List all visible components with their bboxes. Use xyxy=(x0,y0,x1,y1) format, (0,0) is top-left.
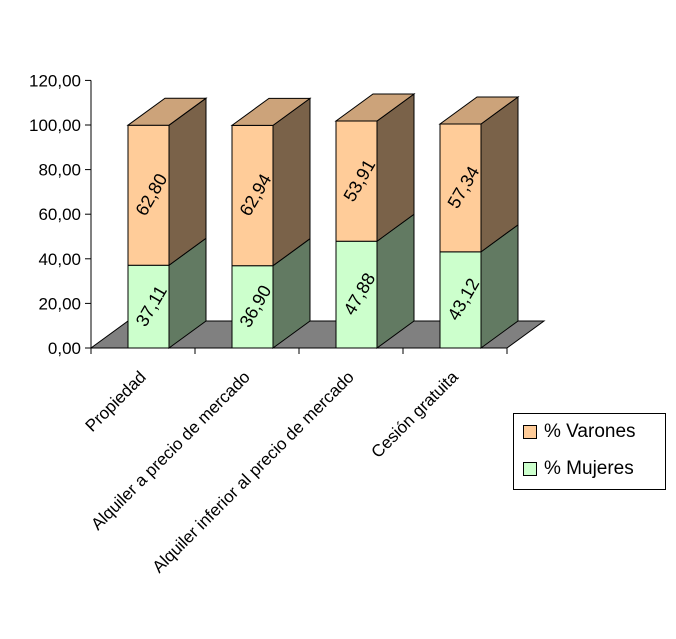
y-tick-label: 120,00 xyxy=(29,71,81,90)
legend-label-mujeres: % Mujeres xyxy=(544,458,634,479)
category-label: Cesión gratuita xyxy=(368,367,463,462)
y-tick-label: 80,00 xyxy=(38,161,81,180)
y-tick-label: 60,00 xyxy=(38,205,81,224)
legend-swatch-varones xyxy=(523,425,537,439)
legend-swatch-mujeres xyxy=(523,462,537,476)
legend-label-varones: % Varones xyxy=(544,421,636,442)
bar-mujeres xyxy=(439,251,482,349)
bar-varones xyxy=(127,124,170,266)
bar-side-varones xyxy=(272,97,311,267)
bar-top-varones xyxy=(438,96,520,125)
y-tick-label: 100,00 xyxy=(29,116,81,135)
bar-top-varones xyxy=(334,93,416,122)
bar-side-varones xyxy=(168,97,207,267)
y-tick-label: 20,00 xyxy=(38,294,81,313)
bar-varones xyxy=(335,120,378,242)
bar-top-varones xyxy=(126,97,208,126)
bar-mujeres xyxy=(127,264,170,349)
y-tick-label: 40,00 xyxy=(38,250,81,269)
legend-item-mujeres: % Mujeres xyxy=(523,458,634,480)
bar-varones xyxy=(439,123,482,253)
category-label: Alquiler inferior al precio de mercado xyxy=(149,367,358,576)
legend-item-varones: % Varones xyxy=(523,421,636,443)
chart-legend: % Varones % Mujeres xyxy=(513,413,666,490)
y-tick-label: 0,00 xyxy=(48,339,81,358)
bar-mujeres xyxy=(335,240,378,349)
category-label: Propiedad xyxy=(82,367,150,435)
bar-top-varones xyxy=(230,97,312,126)
